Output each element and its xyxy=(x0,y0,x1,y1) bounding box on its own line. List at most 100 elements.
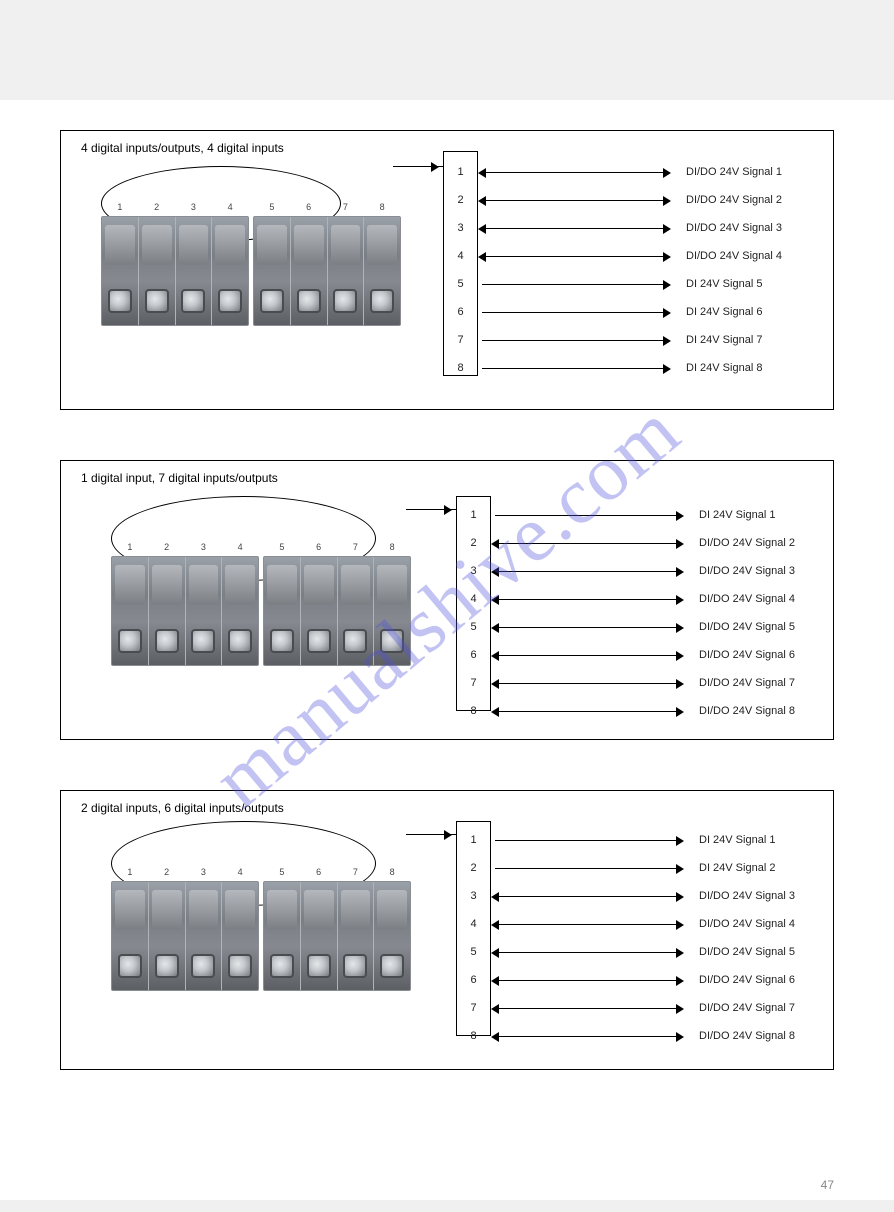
legend-label: DI 24V Signal 5 xyxy=(686,278,762,290)
slot-number: 4 xyxy=(228,202,233,212)
legend-label: DI 24V Signal 8 xyxy=(686,362,762,374)
legend-row: 4DI/DO 24V Signal 4 xyxy=(443,242,843,270)
slot-number: 2 xyxy=(164,867,169,877)
slot-number: 5 xyxy=(279,542,284,552)
double-arrow-icon xyxy=(482,172,667,173)
legend-label: DI/DO 24V Signal 8 xyxy=(699,705,795,717)
double-arrow-icon xyxy=(482,200,667,201)
slot-number: 1 xyxy=(127,542,132,552)
legend-row: 7 DI 24V Signal 7 xyxy=(443,326,843,354)
slot-number: 7 xyxy=(343,202,348,212)
legend-label: DI 24V Signal 2 xyxy=(699,862,775,874)
legend-row: 4DI/DO 24V Signal 4 xyxy=(456,910,856,938)
header-bar xyxy=(0,0,894,100)
slot-number: 5 xyxy=(279,867,284,877)
terminal-block-image: 1 2 3 4 5 6 7 8 xyxy=(111,556,411,666)
double-arrow-icon xyxy=(495,1036,680,1037)
legend-row: 6 DI 24V Signal 6 xyxy=(443,298,843,326)
slot-number: 4 xyxy=(238,542,243,552)
slot-number: 2 xyxy=(154,202,159,212)
legend-label: DI/DO 24V Signal 2 xyxy=(686,194,782,206)
right-arrow-icon xyxy=(495,840,680,841)
legend-row: 1DI 24V Signal 1 xyxy=(456,826,856,854)
legend-label: DI/DO 24V Signal 3 xyxy=(699,890,795,902)
legend-row: 4DI/DO 24V Signal 4 xyxy=(456,585,856,613)
legend-label: DI/DO 24V Signal 5 xyxy=(699,621,795,633)
slot-number: 6 xyxy=(316,867,321,877)
legend-label: DI/DO 24V Signal 2 xyxy=(699,537,795,549)
legend-number: 6 xyxy=(443,306,478,318)
double-arrow-icon xyxy=(495,627,680,628)
footer-bar xyxy=(0,1200,894,1212)
legend-row: 8 DI 24V Signal 8 xyxy=(443,354,843,382)
double-arrow-icon xyxy=(495,980,680,981)
legend-row: 2DI/DO 24V Signal 2 xyxy=(443,186,843,214)
legend-label: DI/DO 24V Signal 6 xyxy=(699,649,795,661)
diagram-panel-2: 1 digital input, 7 digital inputs/output… xyxy=(60,460,834,740)
slot-number: 3 xyxy=(201,542,206,552)
legend-number: 2 xyxy=(456,862,491,874)
legend-row: 1DI 24V Signal 1 xyxy=(456,501,856,529)
callout-arrow xyxy=(393,166,443,167)
legend-label: DI/DO 24V Signal 7 xyxy=(699,677,795,689)
legend-label: DI/DO 24V Signal 8 xyxy=(699,1030,795,1042)
legend-number: 7 xyxy=(443,334,478,346)
legend-label: DI/DO 24V Signal 5 xyxy=(699,946,795,958)
panel-title: 1 digital input, 7 digital inputs/output… xyxy=(81,471,278,485)
double-arrow-icon xyxy=(495,683,680,684)
right-arrow-icon xyxy=(495,868,680,869)
legend-label: DI/DO 24V Signal 4 xyxy=(699,593,795,605)
slot-number: 2 xyxy=(164,542,169,552)
legend-row: 2DI/DO 24V Signal 2 xyxy=(456,529,856,557)
page-content: 4 digital inputs/outputs, 4 digital inpu… xyxy=(0,100,894,1100)
slot-number: 4 xyxy=(238,867,243,877)
double-arrow-icon xyxy=(495,924,680,925)
legend-rows: 1DI 24V Signal 1 2 DI 24V Signal 2 3DI/DO… xyxy=(456,826,856,1050)
callout-arrow xyxy=(406,834,456,835)
right-arrow-icon xyxy=(482,368,667,369)
double-arrow-icon xyxy=(482,256,667,257)
legend-row: 5 DI 24V Signal 5 xyxy=(443,270,843,298)
legend-row: 8DI/DO 24V Signal 8 xyxy=(456,697,856,725)
legend-label: DI/DO 24V Signal 6 xyxy=(699,974,795,986)
legend-number: 8 xyxy=(443,362,478,374)
legend-row: 5DI/DO 24V Signal 5 xyxy=(456,613,856,641)
double-arrow-icon xyxy=(495,599,680,600)
legend-row: 7DI/DO 24V Signal 7 xyxy=(456,669,856,697)
legend-row: 6DI/DO 24V Signal 6 xyxy=(456,641,856,669)
terminal-block-image: 1 2 3 4 5 6 7 8 xyxy=(101,216,401,326)
legend-row: 7DI/DO 24V Signal 7 xyxy=(456,994,856,1022)
slot-number: 8 xyxy=(380,202,385,212)
panel-title: 4 digital inputs/outputs, 4 digital inpu… xyxy=(81,141,284,155)
legend-rows: 1DI/DO 24V Signal 1 2DI/DO 24V Signal 2 … xyxy=(443,158,843,382)
legend-number: 5 xyxy=(443,278,478,290)
legend-label: DI/DO 24V Signal 7 xyxy=(699,1002,795,1014)
right-arrow-icon xyxy=(482,312,667,313)
slot-number: 1 xyxy=(117,202,122,212)
slot-number: 7 xyxy=(353,542,358,552)
page-number: 47 xyxy=(821,1178,834,1192)
double-arrow-icon xyxy=(482,228,667,229)
double-arrow-icon xyxy=(495,571,680,572)
legend-row: 1DI/DO 24V Signal 1 xyxy=(443,158,843,186)
legend-rows: 1DI 24V Signal 1 2DI/DO 24V Signal 2 3DI… xyxy=(456,501,856,725)
legend-label: DI/DO 24V Signal 3 xyxy=(699,565,795,577)
legend-row: 5DI/DO 24V Signal 5 xyxy=(456,938,856,966)
right-arrow-icon xyxy=(482,340,667,341)
legend-label: DI/DO 24V Signal 4 xyxy=(699,918,795,930)
legend-label: DI 24V Signal 6 xyxy=(686,306,762,318)
slot-number: 8 xyxy=(390,867,395,877)
legend-label: DI/DO 24V Signal 3 xyxy=(686,222,782,234)
right-arrow-icon xyxy=(495,515,680,516)
legend-number: 1 xyxy=(456,834,491,846)
legend-row: 3DI/DO 24V Signal 3 xyxy=(456,882,856,910)
double-arrow-icon xyxy=(495,655,680,656)
slot-number: 3 xyxy=(201,867,206,877)
legend-row: 3DI/DO 24V Signal 3 xyxy=(443,214,843,242)
legend-label: DI/DO 24V Signal 4 xyxy=(686,250,782,262)
legend-row: 2 DI 24V Signal 2 xyxy=(456,854,856,882)
legend-label: DI 24V Signal 7 xyxy=(686,334,762,346)
double-arrow-icon xyxy=(495,1008,680,1009)
legend-row: 6DI/DO 24V Signal 6 xyxy=(456,966,856,994)
slot-number: 5 xyxy=(269,202,274,212)
